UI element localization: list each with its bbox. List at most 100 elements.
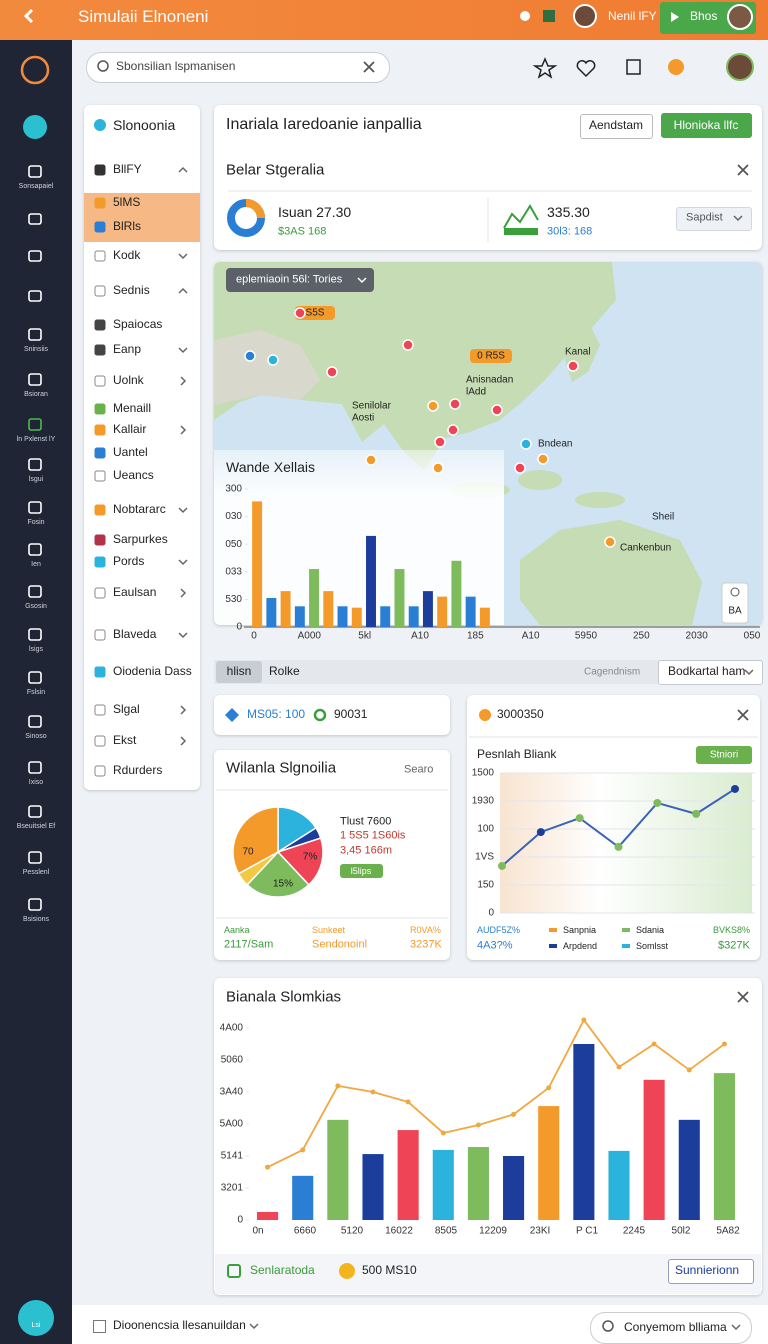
nav-label[interactable]: Bsioran [24, 390, 48, 398]
bottom-icon [18, 1300, 54, 1336]
pie-slice [246, 850, 310, 898]
card-title: Bianala Slomkias [226, 988, 342, 1006]
y-tick-label: 1VS [475, 852, 494, 863]
button-label[interactable]: Bhos [690, 9, 718, 24]
nav-icon [28, 290, 42, 302]
zoom-label[interactable]: BA [728, 605, 742, 617]
combo-card [214, 978, 762, 1295]
nav-label[interactable]: ln Pxlenst lY [16, 435, 56, 443]
bar [465, 596, 476, 627]
nav-item[interactable]: BlRls [113, 219, 142, 234]
nav-item[interactable]: Kodk [113, 248, 141, 263]
nav-item[interactable]: Uolnk [113, 373, 144, 388]
search-placeholder[interactable]: Sbonsilian lspmanisen [116, 59, 236, 74]
nav-icon [28, 715, 42, 728]
search-bar[interactable] [86, 52, 390, 83]
sidebar [0, 40, 72, 1344]
nav-item[interactable]: Oiodenia Dass [113, 664, 192, 679]
nav-item[interactable]: Ueancs [113, 468, 154, 483]
nav-item[interactable]: Ekst [113, 733, 137, 748]
chevron [180, 736, 187, 746]
bar [422, 591, 433, 627]
nav-item[interactable]: Eanp [113, 342, 142, 357]
nav-item[interactable]: Blaveda [113, 627, 157, 642]
footer-checkbox-label[interactable]: Dioonencsia llesanuildan [113, 1318, 246, 1333]
footer-value: 4A3?% [477, 939, 513, 952]
nav-item[interactable]: Eaulsan [113, 585, 157, 600]
nav-item[interactable]: Uantel [113, 445, 148, 460]
nav-label[interactable]: Fslsin [26, 688, 46, 696]
point [300, 1147, 306, 1153]
nav-item-icon [94, 403, 106, 415]
point [721, 1041, 727, 1047]
nav-label[interactable]: Ien [31, 560, 41, 568]
x-tick-label: A10 [411, 631, 429, 642]
nav-item-icon [94, 765, 106, 777]
nav-item[interactable]: Sednis [113, 283, 150, 298]
dropdown[interactable]: Bodkartal ham [668, 664, 746, 679]
nav-label[interactable]: Pesslenl [22, 868, 50, 876]
tab[interactable]: Rolke [269, 664, 300, 679]
nav-item[interactable]: Menaill [113, 401, 152, 416]
nav-label[interactable]: Bseuitsiel Ef [16, 822, 56, 830]
nav-icon [28, 165, 42, 178]
nav-item[interactable]: BllFY [113, 162, 142, 177]
bar [397, 1130, 419, 1220]
map-pin [604, 536, 616, 548]
nav-label[interactable]: Ixiso [28, 778, 44, 786]
map-pin [514, 462, 526, 474]
nav-label[interactable]: Fosin [27, 518, 45, 526]
nav-item[interactable]: Kallair [113, 422, 147, 437]
nav-label[interactable]: lsigs [28, 645, 44, 653]
dropdown[interactable]: Sapdist [686, 211, 723, 224]
chevron [180, 705, 187, 715]
nav-item[interactable]: Nobtararc [113, 502, 166, 517]
x-tick-label: 2030 [686, 631, 709, 642]
card-link[interactable]: Searo [404, 763, 434, 776]
nav-icon [28, 543, 42, 556]
x-tick-label: 0n [252, 1226, 263, 1237]
y-tick-label: 530 [225, 594, 242, 605]
card-title: Inariala Iaredoanie ianpallia [226, 115, 422, 133]
nav-icon [28, 213, 42, 225]
tabs-dropdown[interactable] [658, 660, 763, 685]
outline-button[interactable] [580, 114, 653, 139]
nav-label[interactable]: Sninsiis [23, 345, 49, 353]
nav-item[interactable]: Sarpurkes [113, 532, 168, 547]
search-icon [97, 60, 109, 72]
tab[interactable]: hlisn [226, 664, 252, 679]
tab-active[interactable] [216, 661, 262, 683]
chevron [180, 425, 187, 435]
bar [327, 1119, 349, 1220]
map-pin [326, 366, 338, 378]
nav-label[interactable]: Gsosin [25, 602, 47, 610]
nav-item[interactable]: Spaiocas [113, 317, 163, 332]
nav-item-icon [94, 666, 106, 678]
line-bg [500, 773, 752, 913]
nav-item[interactable]: Pords [113, 554, 145, 569]
button-label[interactable]: Aendstam [588, 118, 644, 133]
nav-item[interactable]: Slgal [113, 702, 140, 717]
nav-label[interactable]: Bsisions [22, 915, 50, 923]
nav-item[interactable]: 5lMS [113, 195, 141, 210]
combo-dropdown[interactable] [668, 1259, 754, 1284]
legend-item: 3,45 166m [340, 844, 392, 857]
primary-button[interactable] [661, 113, 752, 138]
footer-checkbox[interactable] [93, 1320, 106, 1333]
nav-label[interactable]: lsgui [28, 475, 44, 483]
card-title: Wilanla Slgnoilia [226, 759, 337, 777]
footer-search-label[interactable]: Conyemom blliama [624, 1320, 727, 1335]
dropdown[interactable]: Sunnierionn [675, 1263, 740, 1278]
map-dropdown[interactable]: eplemiaoin 56l: Tories [236, 273, 343, 286]
x-tick-label: A000 [298, 631, 322, 642]
nav-icon [28, 628, 42, 641]
close-icon [737, 709, 749, 721]
nav-label[interactable]: Sinoso [25, 732, 47, 740]
nav-label[interactable]: Sonsapaiel [18, 182, 54, 190]
button-label[interactable]: Hlonioka llfc [673, 118, 739, 133]
nav-label[interactable]: Lsi [31, 1321, 41, 1329]
globe-icon [20, 55, 50, 85]
nav-item[interactable]: Rdurders [113, 763, 163, 778]
nav-icon [94, 119, 106, 131]
x-tick-label: 5950 [575, 631, 598, 642]
